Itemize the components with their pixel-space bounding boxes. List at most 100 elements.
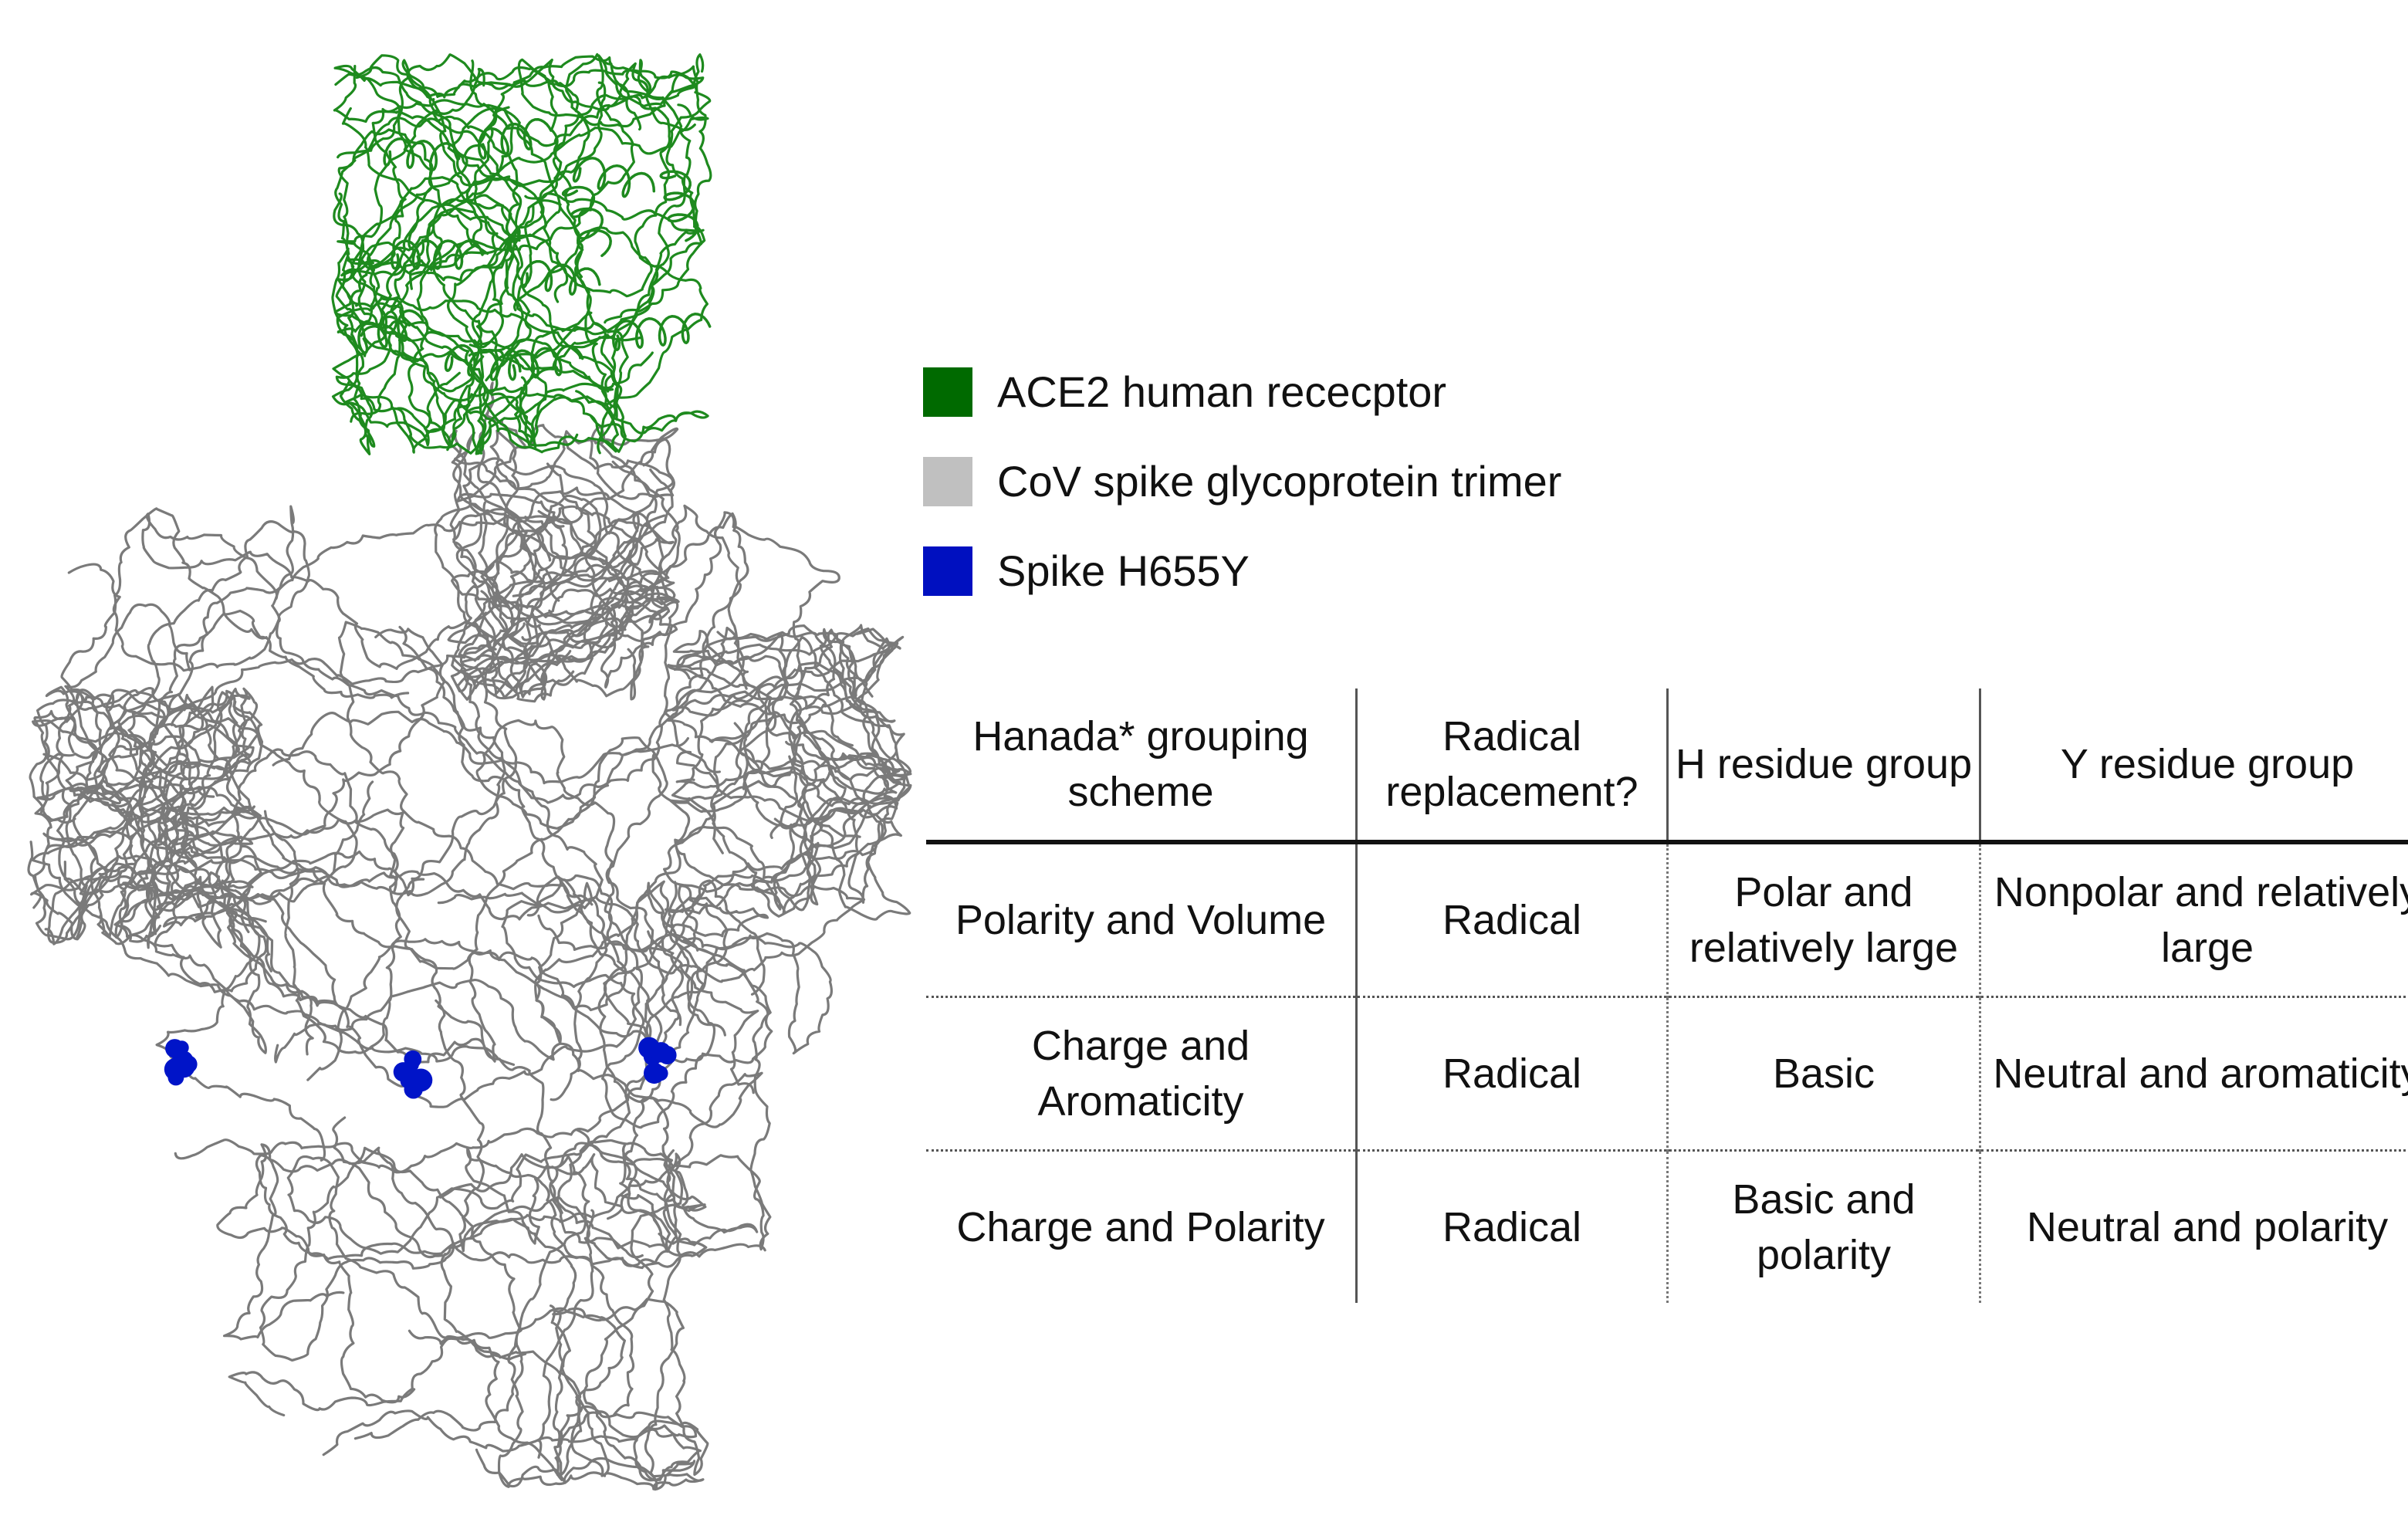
ace2-receptor-ribbon xyxy=(331,52,712,455)
mutation-site-atom xyxy=(640,1040,658,1059)
ace2-coil xyxy=(335,176,579,447)
table-row: Charge and Aromaticity Radical Basic Neu… xyxy=(926,996,2408,1151)
protein-structure-image xyxy=(27,52,912,1491)
ace2-helix xyxy=(391,239,484,270)
ace2-helix xyxy=(572,157,656,198)
ace2-coil xyxy=(344,371,619,454)
ace2-helix xyxy=(520,259,601,296)
spike-coil xyxy=(619,881,769,1253)
spike-coil xyxy=(225,748,402,1054)
spike-coil xyxy=(408,1304,702,1482)
spike-coil xyxy=(395,719,689,1012)
ace2-helix xyxy=(561,185,612,258)
spike-coil xyxy=(435,885,729,1253)
hanada-table-container: Hanada* grouping scheme Radical replacem… xyxy=(926,688,2408,1303)
spike-coil xyxy=(47,735,255,944)
ace2-coil xyxy=(333,55,641,393)
spike-coil xyxy=(64,603,506,897)
ace2-helix xyxy=(659,170,699,242)
spike-coil xyxy=(222,1154,594,1459)
spike-coil xyxy=(114,700,358,1054)
h655y-mutation-sites xyxy=(164,1037,677,1099)
spike-coil xyxy=(710,713,901,918)
spike-coil xyxy=(272,512,749,785)
ace2-coil xyxy=(341,107,593,333)
mutation-site-atom xyxy=(164,1057,187,1081)
spike-coil xyxy=(446,429,670,693)
spike-coil xyxy=(30,688,251,946)
hanada-grouping-table: Hanada* grouping scheme Radical replacem… xyxy=(926,688,2408,1303)
ace2-coil xyxy=(337,53,712,324)
cell-h-group: Polar and relatively large xyxy=(1667,842,1981,997)
spike-coil xyxy=(332,881,763,1259)
ace2-helix xyxy=(383,137,461,171)
spike-coil xyxy=(447,462,675,695)
header-h-residue-group: H residue group xyxy=(1667,688,1981,842)
legend-swatch-spike xyxy=(923,457,972,506)
ace2-helix xyxy=(357,309,424,354)
spike-trimer-ribbon xyxy=(27,381,912,1491)
cell-radical: Radical xyxy=(1356,996,1669,1151)
spike-coil xyxy=(274,736,682,1064)
cell-y-group: Nonpolar and relatively large xyxy=(1994,869,2408,971)
legend-swatch-mutation xyxy=(923,546,972,596)
table-row: Polarity and Volume Radical Polar and re… xyxy=(926,842,2408,997)
legend-label-mutation: Spike H655Y xyxy=(997,546,1250,595)
legend-swatch-ace2 xyxy=(923,367,972,417)
cell-h-group: Basic xyxy=(1667,996,1981,1151)
spike-coil xyxy=(439,1147,708,1447)
spike-coil xyxy=(475,1155,705,1490)
legend-item-mutation: Spike H655Y xyxy=(923,542,1561,600)
ace2-helix xyxy=(508,344,584,381)
spike-coil xyxy=(113,753,691,1061)
spike-coil xyxy=(259,1146,524,1440)
spike-coil xyxy=(456,424,675,700)
spike-coil xyxy=(671,661,912,921)
header-y-residue-group: Y residue group xyxy=(2060,741,2355,787)
spike-coil xyxy=(663,628,911,893)
table-row: Charge and Polarity Radical Basic and po… xyxy=(926,1149,2408,1303)
table-header-row: Hanada* grouping scheme Radical replacem… xyxy=(926,688,2408,842)
spike-coil xyxy=(271,514,604,914)
spike-coil xyxy=(669,635,905,830)
legend-label-spike: CoV spike glycoprotein trimer xyxy=(997,457,1562,506)
ace2-coil xyxy=(333,192,642,455)
cell-y-group: Neutral and aromaticity xyxy=(1980,996,2408,1151)
mutation-site-atom xyxy=(165,1039,184,1058)
spike-coil xyxy=(666,630,912,807)
ace2-coil xyxy=(565,52,712,393)
spike-coil xyxy=(455,457,678,701)
cell-h-group: Basic and polarity xyxy=(1667,1149,1981,1303)
spike-coil xyxy=(228,1253,626,1477)
spike-coil xyxy=(337,621,684,1050)
spike-coil xyxy=(36,689,264,946)
ace2-coil xyxy=(355,54,607,353)
spike-coil xyxy=(322,1152,709,1477)
legend-label-ace2: ACE2 human rececptor xyxy=(997,367,1447,416)
cell-radical: Radical xyxy=(1356,1149,1669,1303)
cell-y-group: Neutral and polarity xyxy=(1980,1149,2408,1303)
cell-scheme: Polarity and Volume xyxy=(926,842,1358,997)
legend-item-ace2: ACE2 human rececptor xyxy=(923,363,1561,421)
spike-coil xyxy=(67,520,311,901)
ace2-coil xyxy=(468,199,629,455)
spike-coil xyxy=(36,691,252,943)
cell-radical: Radical xyxy=(1356,842,1669,997)
legend: ACE2 human rececptor CoV spike glycoprot… xyxy=(923,363,1561,631)
mutation-site-atom xyxy=(401,1068,421,1088)
spike-coil xyxy=(534,881,759,1247)
spike-coil xyxy=(32,690,259,912)
spike-coil xyxy=(154,871,326,1162)
ace2-helix xyxy=(444,343,522,381)
mutation-site-atom xyxy=(658,1046,677,1064)
spike-coil xyxy=(63,502,552,907)
spike-coil xyxy=(664,738,901,915)
cell-scheme: Charge and Polarity xyxy=(926,1149,1358,1303)
spike-coil xyxy=(674,637,898,912)
spike-coil xyxy=(537,914,834,1064)
header-grouping-scheme: Hanada* grouping scheme xyxy=(926,688,1358,842)
spike-coil xyxy=(477,381,602,608)
spike-coil xyxy=(451,438,675,686)
ace2-helix xyxy=(478,117,553,160)
spike-coil xyxy=(27,780,259,941)
